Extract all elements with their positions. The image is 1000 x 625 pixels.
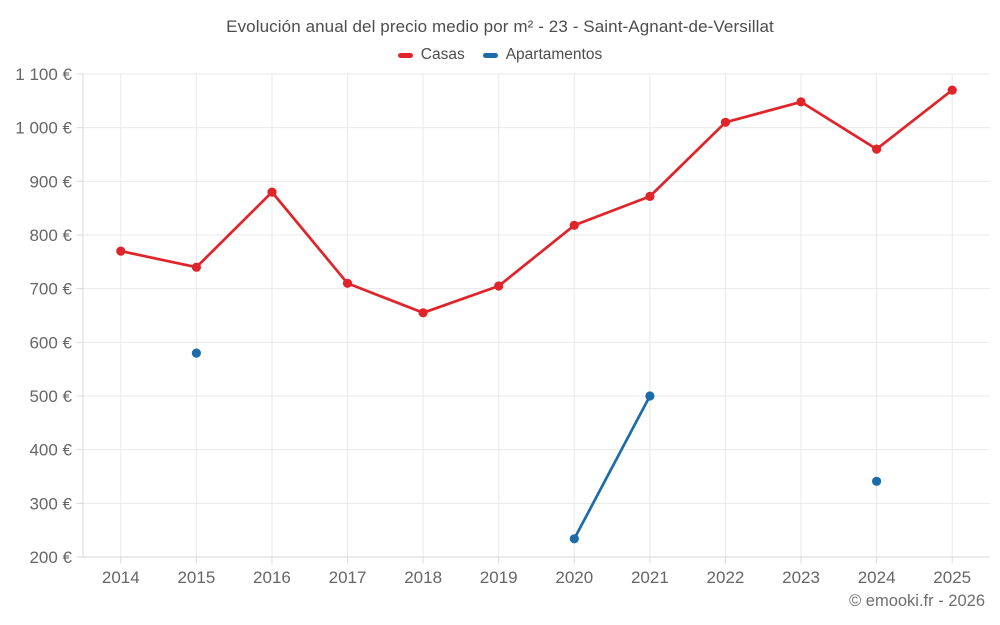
y-tick-label: 600 €	[29, 333, 72, 352]
x-tick-label: 2014	[102, 568, 140, 587]
apartamentos-swatch-icon	[482, 52, 498, 58]
data-point-casas-2024	[872, 144, 882, 154]
data-point-casas-2020	[569, 220, 579, 230]
series-line-casas	[119, 88, 954, 315]
data-point-casas-2019	[494, 281, 504, 291]
y-tick-label: 1 000 €	[15, 119, 72, 138]
x-tick-label: 2018	[404, 568, 442, 587]
data-point-casas-2017	[342, 278, 353, 288]
casas-swatch-icon	[397, 52, 413, 58]
data-point-apartamentos-2024	[872, 476, 882, 486]
legend-item-casas: Casas	[397, 46, 465, 64]
x-tick-label: 2021	[631, 568, 669, 587]
x-tick-label: 2025	[933, 568, 971, 587]
x-tick-label: 2015	[177, 568, 215, 587]
y-tick-label: 900 €	[29, 172, 72, 191]
legend: Casas Apartamentos	[0, 46, 1000, 64]
x-tick-label: 2017	[329, 568, 367, 587]
legend-label-apartamentos: Apartamentos	[505, 46, 603, 63]
data-point-apartamentos-2020	[569, 534, 579, 544]
data-point-casas-2016	[267, 187, 277, 197]
data-point-casas-2014	[116, 246, 126, 256]
data-point-casas-2022	[720, 117, 731, 127]
chart-title: Evolución anual del precio medio por m² …	[226, 17, 774, 36]
data-point-casas-2021	[645, 191, 655, 201]
x-tick-label: 2022	[707, 568, 745, 587]
y-tick-label: 300 €	[29, 494, 72, 513]
data-point-casas-2025	[947, 85, 957, 95]
copyright-footer: © emooki.fr - 2026	[849, 592, 985, 610]
legend-item-apartamentos: Apartamentos	[482, 46, 603, 64]
legend-label-casas: Casas	[420, 46, 465, 63]
x-tick-label: 2016	[253, 568, 291, 587]
data-point-casas-2023	[796, 97, 806, 107]
x-tick-label: 2020	[555, 568, 593, 587]
y-tick-label: 1 100 €	[15, 65, 72, 84]
y-tick-label: 800 €	[29, 226, 72, 245]
x-tick-label: 2019	[480, 568, 518, 587]
x-tick-label: 2024	[858, 568, 896, 587]
data-point-casas-2018	[418, 308, 428, 318]
y-tick-label: 400 €	[29, 441, 72, 460]
x-tick-label: 2023	[782, 568, 820, 587]
data-point-casas-2015	[191, 262, 201, 272]
y-tick-label: 200 €	[29, 548, 72, 567]
data-point-apartamentos-2015	[191, 348, 201, 358]
data-point-apartamentos-2021	[645, 391, 655, 401]
y-tick-label: 500 €	[29, 387, 72, 406]
y-tick-label: 700 €	[29, 280, 72, 299]
